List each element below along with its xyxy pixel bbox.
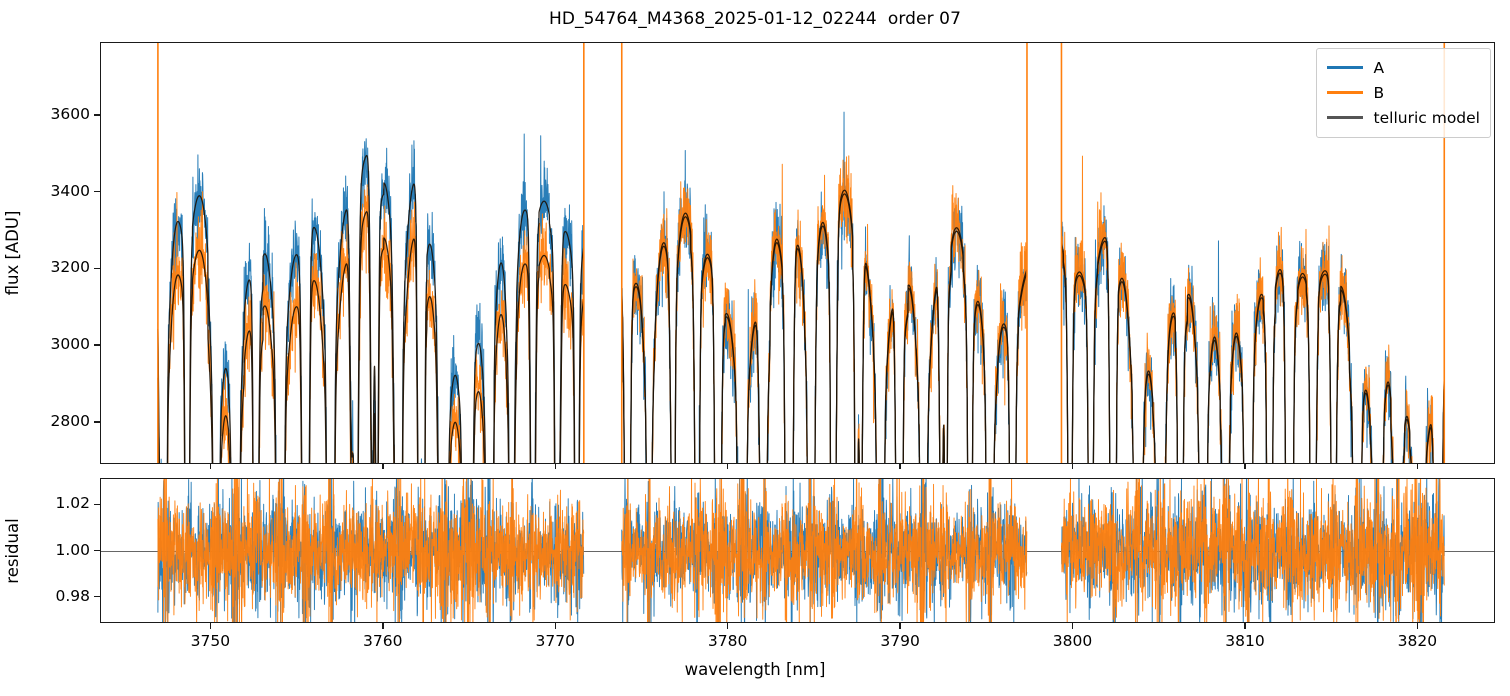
x-tick-label: 3780	[707, 632, 748, 650]
x-axis-label: wavelength [nm]	[684, 660, 826, 679]
x-tick-main	[382, 464, 384, 469]
residual-plot-panel	[100, 478, 1495, 623]
y-axis-label-residual: residual	[3, 517, 22, 584]
y-tick-flux	[94, 190, 100, 193]
x-tick-main	[1071, 464, 1074, 469]
residual-trace-b	[157, 479, 585, 622]
flux-trace-b	[1060, 155, 1445, 463]
x-tick	[554, 623, 556, 629]
legend-label-b: B	[1373, 83, 1385, 102]
x-tick-main	[899, 464, 901, 469]
y-tick-flux	[94, 344, 100, 346]
x-tick	[382, 623, 384, 629]
x-tick	[1416, 623, 1419, 629]
y-tick-label-flux: 3200	[50, 258, 90, 277]
y-tick-label-flux: 3000	[50, 335, 90, 354]
x-tick-label: 3810	[1225, 632, 1265, 650]
x-tick	[899, 623, 901, 629]
x-tick-label: 3790	[880, 632, 920, 650]
legend-item-a: A	[1326, 55, 1480, 80]
page-title: HD_54764_M4368_2025-01-12_02244 order 07	[548, 9, 962, 29]
y-axis-label-flux: flux [ADU]	[3, 210, 22, 296]
x-tick-main	[554, 464, 556, 469]
x-tick-main	[1416, 464, 1419, 469]
y-tick-label-residual: 1.02	[55, 494, 90, 513]
flux-plot-panel	[100, 42, 1495, 464]
telluric-model-b	[157, 211, 585, 463]
x-tick-label: 3820	[1397, 632, 1438, 650]
y-tick-residual	[94, 503, 100, 506]
x-tick	[1071, 623, 1074, 629]
x-tick-label: 3770	[535, 632, 575, 650]
y-tick-label-residual: 0.98	[55, 586, 90, 605]
x-tick-main	[209, 464, 212, 469]
y-tick-flux	[94, 421, 100, 423]
x-tick-main	[726, 464, 729, 469]
x-tick	[726, 623, 729, 629]
legend-label-telluric: telluric model	[1373, 108, 1480, 127]
flux-plot-canvas	[157, 43, 1446, 463]
x-tick-main	[1244, 464, 1246, 469]
y-tick-label-flux: 3400	[50, 181, 90, 200]
y-tick-residual	[94, 595, 100, 598]
telluric-model-b	[1060, 237, 1445, 463]
y-tick-flux	[94, 114, 100, 116]
flux-trace-a	[1060, 205, 1445, 463]
residual-plot-canvas	[101, 479, 1494, 622]
telluric-model-b	[621, 189, 1028, 463]
x-tick	[1244, 623, 1246, 629]
y-tick-label-flux: 2800	[50, 411, 90, 430]
legend-item-b: B	[1326, 80, 1480, 105]
residual-trace-b	[1060, 479, 1445, 622]
legend-item-telluric: telluric model	[1326, 105, 1480, 130]
y-tick-label-flux: 3600	[50, 104, 90, 123]
x-tick	[209, 623, 212, 629]
y-tick-flux	[94, 267, 100, 270]
legend-swatch-telluric	[1326, 116, 1363, 119]
y-tick-residual	[94, 549, 100, 552]
flux-trace-a	[621, 111, 1028, 463]
legend[interactable]: A B telluric model	[1315, 48, 1491, 138]
legend-swatch-a	[1326, 66, 1363, 69]
y-tick-label-residual: 1.00	[55, 540, 90, 559]
x-tick-label: 3800	[1052, 632, 1093, 650]
residual-trace-b	[621, 479, 1028, 622]
x-tick-label: 3760	[363, 632, 403, 650]
legend-swatch-b	[1326, 91, 1363, 94]
legend-label-a: A	[1373, 58, 1385, 77]
x-tick-label: 3750	[190, 632, 231, 650]
